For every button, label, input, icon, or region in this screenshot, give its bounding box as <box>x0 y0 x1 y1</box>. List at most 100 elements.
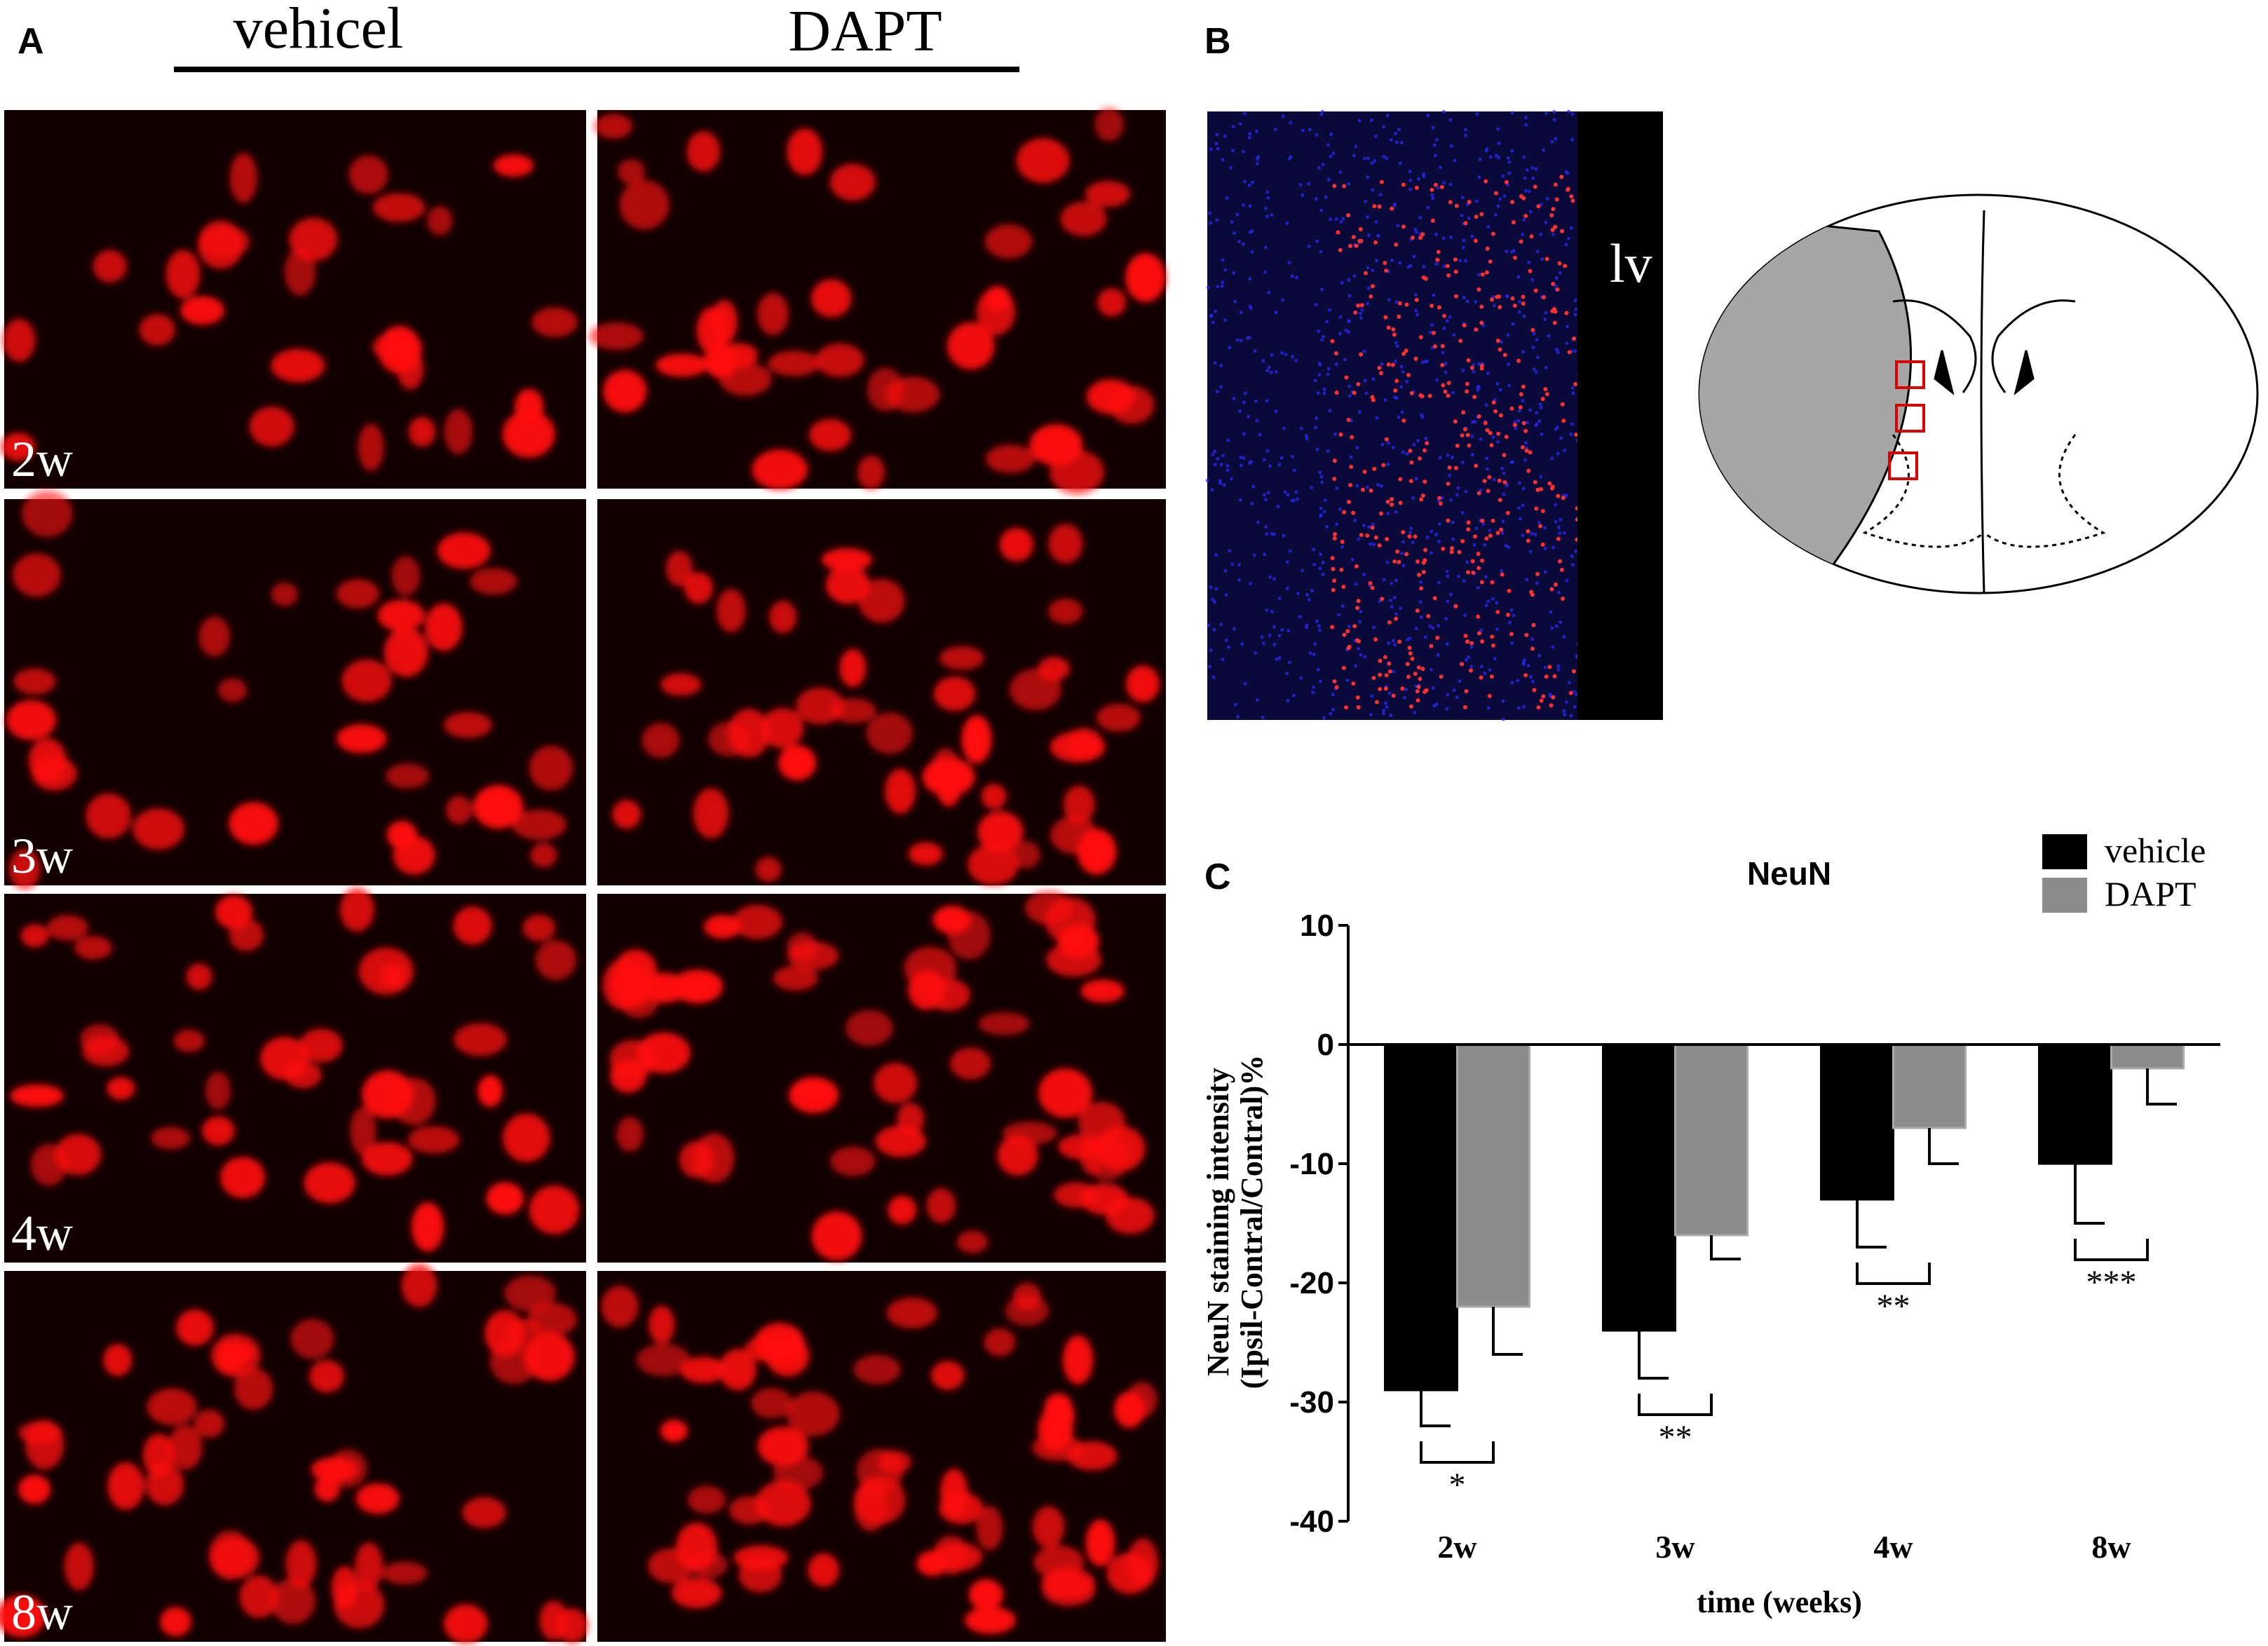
nucleus <box>1321 560 1325 564</box>
neuron <box>1493 191 1498 196</box>
nucleus <box>1317 165 1322 170</box>
neuron <box>1418 676 1422 681</box>
y-tick-label: 0 <box>1317 1028 1334 1062</box>
nucleus <box>1439 165 1443 170</box>
neuron <box>1570 198 1575 203</box>
nucleus <box>1288 549 1292 553</box>
nucleus <box>1535 338 1539 342</box>
nucleus <box>1510 111 1514 115</box>
neuron <box>1498 413 1503 418</box>
nucleus <box>1286 629 1291 633</box>
neuron <box>1512 255 1517 260</box>
nucleus <box>1507 383 1512 388</box>
nucleus <box>1357 646 1361 651</box>
cell <box>215 895 253 930</box>
cell <box>1085 1519 1115 1567</box>
nucleus <box>1371 188 1375 192</box>
neuron <box>1476 614 1481 619</box>
nucleus <box>1331 151 1336 156</box>
cell <box>470 568 517 595</box>
nucleus <box>1522 658 1526 662</box>
nucleus <box>1250 229 1254 233</box>
nucleus <box>1347 294 1352 298</box>
neuron <box>1394 616 1399 621</box>
cell <box>18 1474 51 1504</box>
nucleus <box>1438 456 1442 460</box>
neuron <box>1332 679 1337 684</box>
neuron <box>1561 597 1566 601</box>
nucleus <box>1434 233 1439 237</box>
error-bar <box>2074 1164 2105 1225</box>
nucleus <box>1247 335 1251 339</box>
cells <box>10 887 580 1252</box>
neuron <box>1485 428 1490 433</box>
cell <box>811 1211 862 1261</box>
nucleus <box>1223 569 1228 573</box>
nucleus <box>1494 154 1498 158</box>
nucleus <box>1423 360 1427 364</box>
nucleus <box>1223 135 1227 139</box>
neuron <box>1440 362 1445 367</box>
neuron <box>1349 464 1354 469</box>
neuron <box>1566 187 1570 192</box>
nucleus <box>1369 118 1373 122</box>
neuron <box>1498 498 1502 503</box>
cell <box>777 744 817 781</box>
neuron <box>1463 221 1468 226</box>
cell <box>350 1106 376 1156</box>
neuron <box>1381 463 1386 468</box>
neuron <box>1427 393 1432 398</box>
cell <box>932 905 971 934</box>
nucleus <box>1239 311 1243 315</box>
neuron <box>1521 196 1526 200</box>
nucleus <box>1391 445 1395 449</box>
neuron <box>1377 365 1382 370</box>
neuron <box>1408 651 1413 656</box>
nucleus <box>1254 651 1258 655</box>
cell <box>32 756 77 791</box>
nucleus <box>1347 182 1351 186</box>
neuron <box>1405 662 1410 667</box>
cell <box>385 763 430 789</box>
nucleus <box>1265 449 1270 453</box>
nucleus <box>1368 542 1372 546</box>
neuron <box>1530 646 1535 651</box>
neuron <box>1409 704 1414 709</box>
cell <box>595 114 633 139</box>
nucleus <box>1517 409 1521 413</box>
neuron <box>1453 257 1458 262</box>
neuron <box>1521 294 1526 299</box>
nucleus <box>1570 111 1575 116</box>
cell <box>853 1354 901 1385</box>
nucleus <box>1364 199 1368 203</box>
nucleus <box>1291 355 1295 359</box>
neuron <box>1479 580 1484 585</box>
neuron <box>1460 539 1465 544</box>
nucleus <box>1317 624 1321 628</box>
cell <box>1046 942 1102 977</box>
neuron <box>1493 409 1498 414</box>
cell <box>443 712 492 738</box>
nucleus <box>1213 463 1217 467</box>
neuron <box>1357 238 1362 243</box>
nucleus <box>1570 137 1575 142</box>
nucleus <box>1484 403 1488 407</box>
neuron <box>1413 356 1418 361</box>
neuron <box>1377 543 1382 547</box>
cell <box>229 152 258 203</box>
nucleus <box>1510 149 1514 153</box>
nucleus <box>1394 140 1399 144</box>
nucleus <box>1432 293 1436 297</box>
nucleus <box>1411 540 1415 545</box>
nucleus <box>1209 221 1213 225</box>
nucleus <box>1573 313 1577 317</box>
neuron <box>1502 480 1507 485</box>
neuron <box>1495 531 1500 536</box>
neuron <box>1418 236 1423 240</box>
nucleus <box>1344 328 1348 332</box>
cell <box>55 1134 102 1176</box>
cell <box>830 698 876 723</box>
nucleus <box>1451 455 1455 459</box>
neuron <box>1487 475 1492 479</box>
cell <box>830 1146 876 1176</box>
